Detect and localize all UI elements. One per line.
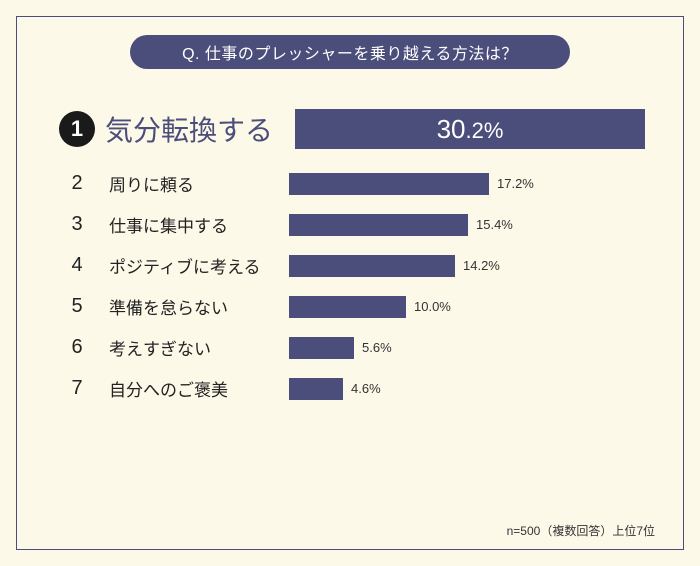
chart-row: 5 準備を怠らない 10.0%: [59, 294, 645, 319]
rank-number: 3: [59, 213, 95, 236]
item-label: 周りに頼る: [109, 171, 289, 196]
bar: [289, 214, 468, 236]
item-label: 仕事に集中する: [109, 212, 289, 237]
bar-area: 30.2%: [295, 109, 645, 149]
bar-area: 14.2%: [289, 255, 645, 277]
bar: [289, 296, 406, 318]
chart-row: 1 気分転換する 30.2%: [59, 109, 645, 149]
bar: [289, 255, 455, 277]
item-label: 気分転換する: [105, 109, 295, 149]
bar-area: 15.4%: [289, 214, 645, 236]
chart-row: 6 考えすぎない 5.6%: [59, 335, 645, 360]
rank-number: 6: [59, 336, 95, 359]
rank-number: 2: [59, 172, 95, 195]
bar-area: 5.6%: [289, 337, 645, 359]
rank-number: 7: [59, 377, 95, 400]
bar-area: 17.2%: [289, 173, 645, 195]
question-pill: Q. 仕事のプレッシャーを乗り越える方法は？: [130, 35, 570, 69]
chart-row: 4 ポジティブに考える 14.2%: [59, 253, 645, 278]
item-label: 考えすぎない: [109, 335, 289, 360]
chart-frame: Q. 仕事のプレッシャーを乗り越える方法は？ 1 気分転換する 30.2% 2 …: [16, 16, 684, 550]
bar: [289, 378, 343, 400]
bar-value-label: 4.6%: [351, 381, 381, 396]
bar: [289, 337, 354, 359]
bar: [289, 173, 489, 195]
bar-value-label: 30.2%: [295, 114, 645, 145]
bar-value-label: 5.6%: [362, 340, 392, 355]
bar-value-label: 14.2%: [463, 258, 500, 273]
item-label: 準備を怠らない: [109, 294, 289, 319]
bar-value-label: 10.0%: [414, 299, 451, 314]
bar-area: 4.6%: [289, 378, 645, 400]
rank-number: 4: [59, 254, 95, 277]
item-label: 自分へのご褒美: [109, 376, 289, 401]
bar-value-label: 15.4%: [476, 217, 513, 232]
chart-row: 7 自分へのご褒美 4.6%: [59, 376, 645, 401]
bar-chart: 1 気分転換する 30.2% 2 周りに頼る 17.2% 3 仕事に集中する: [59, 109, 645, 401]
rank-number: 5: [59, 295, 95, 318]
rank-badge: 1: [59, 111, 95, 147]
bar-value-label: 17.2%: [497, 176, 534, 191]
chart-row: 3 仕事に集中する 15.4%: [59, 212, 645, 237]
chart-row: 2 周りに頼る 17.2%: [59, 171, 645, 196]
footnote: n=500（複数回答）上位7位: [507, 522, 655, 539]
item-label: ポジティブに考える: [109, 253, 289, 278]
bar-area: 10.0%: [289, 296, 645, 318]
